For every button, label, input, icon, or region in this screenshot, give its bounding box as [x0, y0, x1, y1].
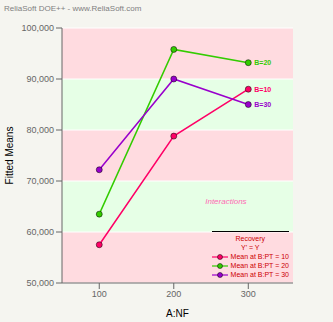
svg-text:70,000: 70,000	[26, 176, 54, 186]
html-text:Mean at B:PT = 20: Mean at B:PT = 20	[230, 262, 289, 269]
svg-text:B=10: B=10	[254, 86, 271, 93]
svg-text:B=20: B=20	[254, 59, 271, 66]
svg-text:100: 100	[92, 289, 107, 299]
svg-text:300: 300	[241, 289, 256, 299]
svg-text:80,000: 80,000	[26, 125, 54, 135]
html-text:Recovery: Recovery	[235, 235, 266, 242]
svg-text:60,000: 60,000	[26, 227, 54, 237]
svg-text:50,000: 50,000	[26, 278, 54, 288]
svg-text:200: 200	[166, 289, 181, 299]
svg-text:90,000: 90,000	[26, 74, 54, 84]
html-text:Mean at B:PT = 10: Mean at B:PT = 10	[230, 253, 289, 260]
html-text:Y' = Y: Y' = Y	[241, 244, 260, 251]
svg-text:A:NF: A:NF	[166, 308, 189, 319]
html-text:Interactions: Interactions	[205, 196, 247, 206]
svg-text:B=30: B=30	[254, 101, 271, 108]
html-text:ReliaSoft DOE++ - www.ReliaSof: ReliaSoft DOE++ - www.ReliaSoft.com	[4, 4, 142, 13]
html-text:Mean at B:PT = 30: Mean at B:PT = 30	[230, 271, 289, 278]
svg-text:Fitted Means: Fitted Means	[8, 127, 15, 185]
svg-text:100,000: 100,000	[21, 23, 54, 33]
